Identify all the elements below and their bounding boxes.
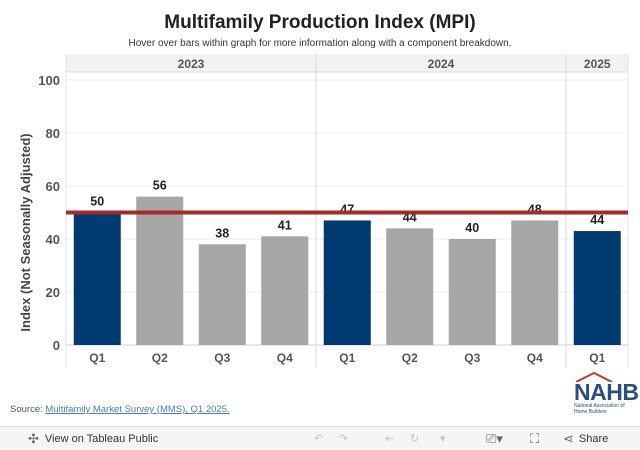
logo-name: NAHB (574, 379, 639, 405)
view-on-tableau-button[interactable]: ✣ View on Tableau Public (28, 427, 158, 450)
x-tick-label: Q1 (589, 351, 605, 365)
year-header-label: 2023 (178, 57, 205, 71)
bar (198, 244, 246, 345)
bar-value-label: 40 (465, 221, 479, 235)
undo-icon: ↶ (314, 433, 324, 445)
download-icon: ⎚▾ (486, 430, 503, 446)
source-prefix: Source: (10, 404, 46, 415)
fullscreen-button[interactable]: ⛶ (530, 427, 539, 450)
bar (448, 239, 496, 345)
x-tick-label: Q1 (89, 351, 105, 365)
bar (511, 220, 559, 345)
chart-subtitle: Hover over bars within graph for more in… (128, 38, 512, 49)
bar-value-label: 56 (153, 179, 167, 193)
chart-title: Multifamily Production Index (MPI) (164, 12, 476, 33)
y-tick-label: 40 (46, 232, 60, 247)
year-header-band (66, 54, 628, 72)
year-header-label: 2024 (428, 57, 455, 71)
revert-icon: ⇤ (385, 433, 395, 445)
source-note: Source: Multifamily Market Survey (MMS),… (10, 404, 230, 415)
roof-icon (575, 372, 613, 382)
nahb-logo: NAHB National Association of Home Builde… (566, 372, 639, 422)
bar-value-label: 41 (278, 218, 292, 232)
y-tick-label: 80 (46, 126, 60, 141)
share-label: Share (578, 432, 609, 445)
tableau-icon: ✣ (28, 430, 39, 446)
revert-button[interactable]: ⇤ (385, 427, 394, 450)
bar-value-label: 38 (215, 226, 229, 240)
year-header-label: 2025 (584, 57, 611, 71)
pause-icon: ▾ (440, 433, 446, 445)
bar (261, 236, 309, 345)
redo-button[interactable]: ↷ (339, 427, 348, 450)
tableau-toolbar: ✣ View on Tableau Public ↶ ↷ ⇤ ↻ ▾ ⎚▾ ⛶ … (0, 426, 640, 450)
view-on-tableau-label: View on Tableau Public (44, 432, 159, 445)
pause-button[interactable]: ▾ (440, 427, 446, 450)
x-tick-label: Q3 (464, 351, 480, 365)
bar-value-label: 50 (90, 195, 104, 209)
source-link[interactable]: Multifamily Market Survey (MMS), Q1 2025… (45, 404, 230, 415)
logo-tagline: National Association of Home Builders (574, 403, 625, 415)
refresh-button[interactable]: ↻ (410, 427, 419, 450)
x-tick-label: Q1 (339, 351, 355, 365)
y-tick-label: 100 (38, 73, 60, 88)
redo-icon: ↷ (339, 433, 349, 445)
y-axis-label: Index (Not Seasonally Adjusted) (18, 133, 33, 331)
refresh-icon: ↻ (410, 433, 420, 445)
y-tick-label: 60 (46, 179, 60, 194)
bar (386, 228, 434, 345)
bar (573, 231, 621, 345)
share-icon: ⋖ (563, 430, 574, 446)
undo-button[interactable]: ↶ (314, 427, 323, 450)
mpi-chart: 0 20 40 60 80 100 Index (Not Seasonally Adjust… (18, 54, 629, 368)
y-tick-label: 20 (46, 285, 60, 300)
bar (136, 196, 184, 345)
download-button[interactable]: ⎚▾ (486, 427, 503, 450)
bar (73, 212, 121, 345)
x-tick-label: Q2 (402, 351, 418, 365)
bar-value-label: 44 (590, 213, 604, 227)
y-tick-label: 0 (53, 338, 60, 353)
bar (323, 220, 371, 345)
fullscreen-icon: ⛶ (530, 430, 540, 446)
x-tick-label: Q3 (214, 351, 230, 365)
x-tick-label: Q2 (152, 351, 168, 365)
x-tick-label: Q4 (527, 351, 543, 365)
x-tick-label: Q4 (277, 351, 293, 365)
share-button[interactable]: ⋖ Share (563, 427, 608, 450)
